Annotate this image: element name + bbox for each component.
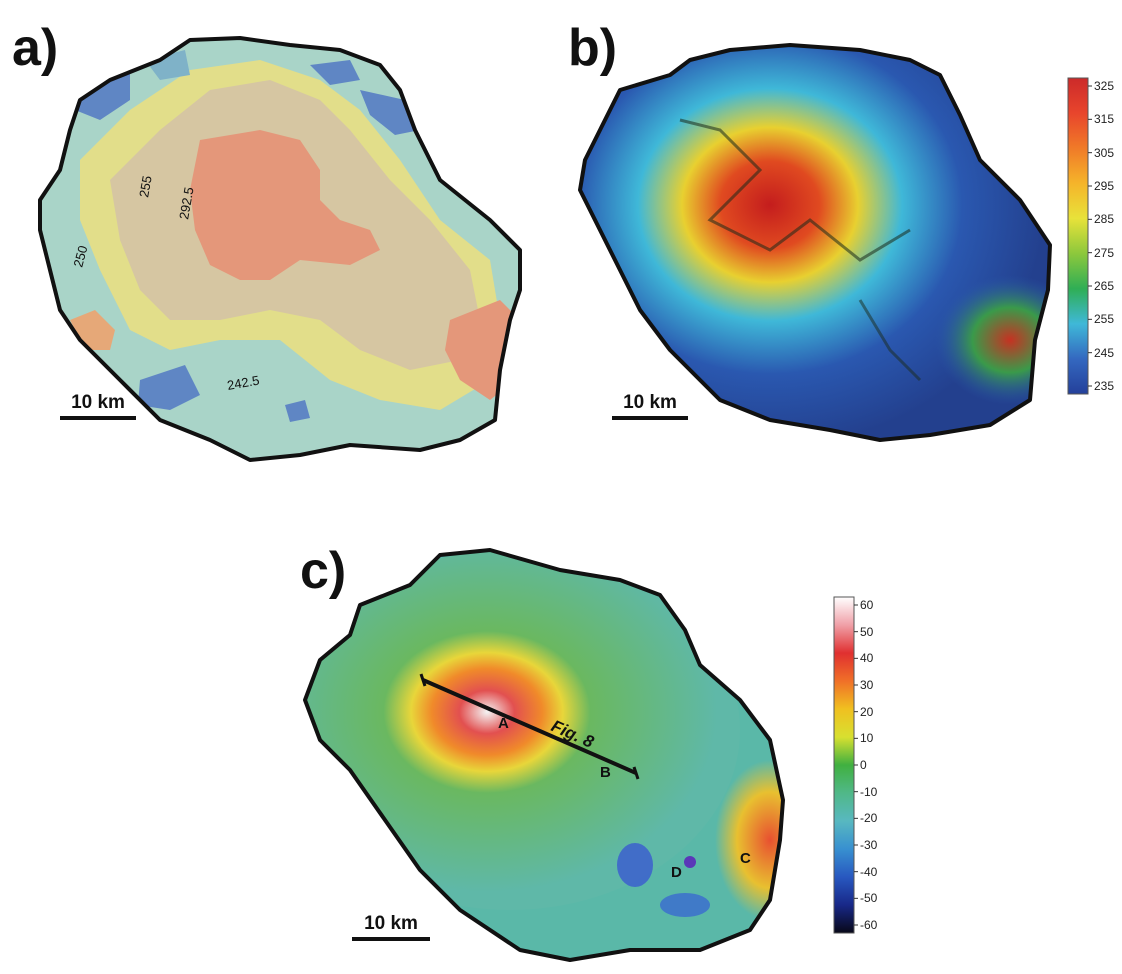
panel-b-map: [578, 43, 1052, 442]
point-c-label: C: [740, 850, 751, 867]
colorbar-tick-label: 60: [860, 598, 874, 612]
colorbar-tick-label: -50: [860, 891, 878, 906]
colorbar-tick-label: 235: [1094, 379, 1115, 393]
colorbar-tick-label: 325: [1094, 79, 1115, 93]
panel-b-label: b): [568, 19, 618, 77]
scale-label: 10 km: [364, 913, 418, 934]
scale-bar-line: [60, 416, 136, 420]
colorbar-tick-label: -60: [860, 918, 878, 932]
colorbar-tick-label: 265: [1094, 279, 1115, 293]
scale-bar-line: [612, 416, 688, 420]
colorbar-b-gradient: [1067, 77, 1092, 395]
panel-b-scalebar: 10 km: [612, 392, 688, 420]
point-b-label: B: [600, 764, 611, 781]
colorbar-tick-label: 315: [1094, 112, 1115, 127]
colorbar-tick-label: -30: [860, 838, 878, 852]
profile-line: [422, 678, 637, 775]
panel-a-label: a): [12, 19, 59, 77]
contour-label-250: 250: [70, 244, 90, 269]
colorbar-tick-label: 50: [860, 624, 874, 639]
scale-label: 10 km: [623, 392, 677, 413]
colorbar-tick-label: -40: [860, 864, 878, 879]
colorbar-tick-label: 30: [860, 678, 874, 692]
colorbar-tick-label: 245: [1094, 345, 1115, 360]
panel-c-label: c): [300, 542, 347, 600]
colorbar-tick-label: 40: [860, 651, 874, 666]
colorbar-tick-label: 295: [1094, 179, 1115, 193]
colorbar-c-gradient: [833, 596, 858, 934]
colorbar-tick-label: 285: [1094, 212, 1115, 227]
point-a-label: A: [498, 715, 509, 732]
point-d-label: D: [671, 864, 682, 881]
panel-c-colorbar: 60 50 40 30 20 10 0 -10 -20 -30 -40 -50 -60: [833, 596, 884, 934]
colorbar-tick-label: -20: [860, 811, 878, 826]
panel-a-scalebar: 10 km: [60, 392, 136, 420]
contour-label-292-5: 292.5: [176, 186, 196, 221]
colorbar-tick-label: 275: [1094, 245, 1115, 260]
colorbar-tick-label: 10: [860, 731, 874, 746]
panel-c-map: A B C D Fig. 8: [303, 548, 785, 962]
colorbar-tick-label: 255: [1094, 312, 1115, 327]
colorbar-tick-label: 0: [860, 758, 867, 772]
panel-c-scalebar: 10 km: [352, 913, 430, 941]
scale-label: 10 km: [71, 392, 125, 413]
colorbar-tick-label: 20: [860, 704, 874, 719]
panel-a-map: 292.5 255 250 242.5: [38, 36, 522, 462]
panel-b-colorbar: 325 315 305 295 285 275 265 255 245 235: [1067, 77, 1118, 395]
colorbar-tick-label: -10: [860, 784, 878, 799]
colorbar-tick-label: 305: [1094, 145, 1115, 160]
contour-label-242-5: 242.5: [226, 373, 261, 393]
scale-bar-line: [352, 937, 430, 941]
contour-label-255: 255: [136, 175, 155, 199]
